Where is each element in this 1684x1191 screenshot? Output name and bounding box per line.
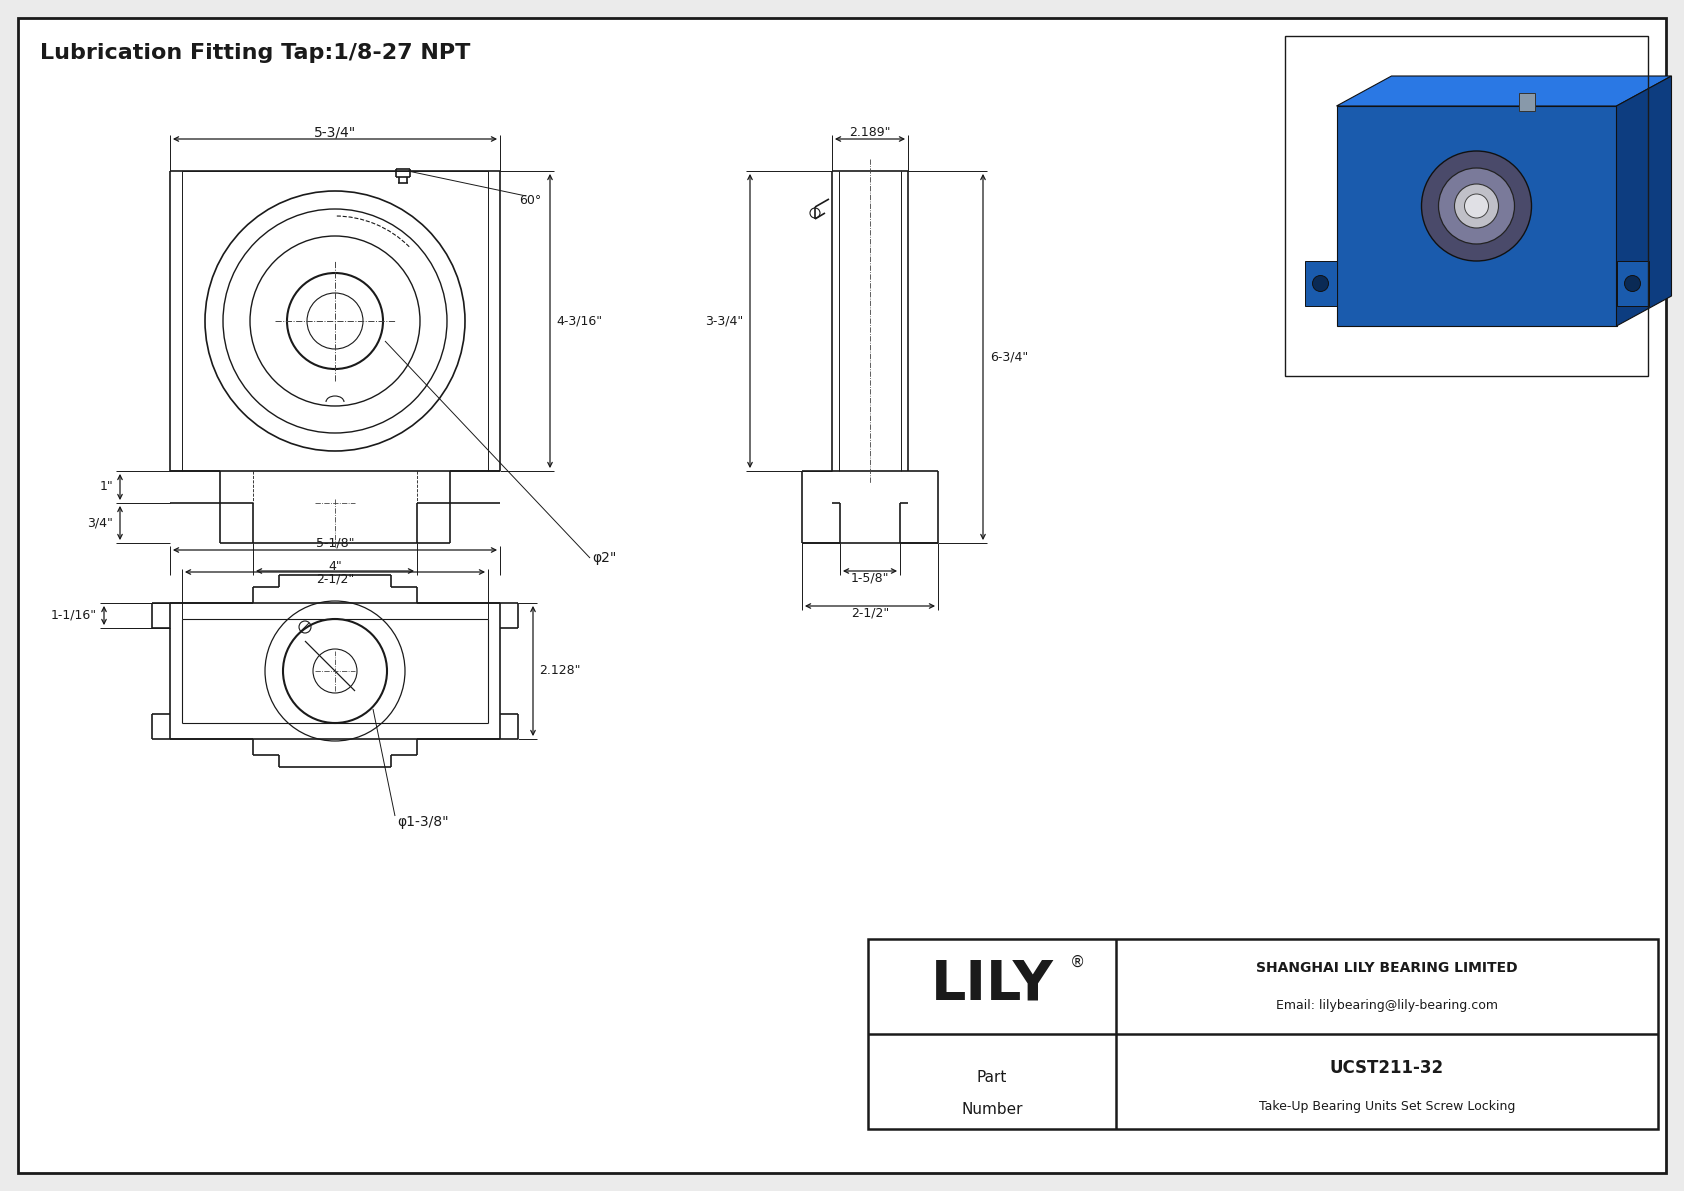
Text: 5-1/8": 5-1/8" xyxy=(317,536,354,549)
Polygon shape xyxy=(1337,76,1672,106)
Polygon shape xyxy=(1617,261,1649,306)
Text: 2.128": 2.128" xyxy=(539,665,581,678)
Text: Part: Part xyxy=(977,1071,1007,1085)
Text: φ1-3/8": φ1-3/8" xyxy=(397,815,448,829)
Polygon shape xyxy=(1617,76,1672,326)
Circle shape xyxy=(1438,168,1514,244)
Text: SHANGHAI LILY BEARING LIMITED: SHANGHAI LILY BEARING LIMITED xyxy=(1256,960,1517,974)
Circle shape xyxy=(1455,183,1499,227)
Polygon shape xyxy=(1305,261,1337,306)
Text: Lubrication Fitting Tap:1/8-27 NPT: Lubrication Fitting Tap:1/8-27 NPT xyxy=(40,43,470,63)
Text: 1-1/16": 1-1/16" xyxy=(51,609,98,622)
Bar xyxy=(1285,36,1649,376)
Circle shape xyxy=(1312,275,1329,292)
Polygon shape xyxy=(1337,106,1617,326)
Text: 2-1/2": 2-1/2" xyxy=(850,606,889,619)
Text: 2-1/2": 2-1/2" xyxy=(317,573,354,586)
Text: 2.189": 2.189" xyxy=(849,125,891,138)
Bar xyxy=(867,939,1659,1129)
Text: Email: lilybearing@lily-bearing.com: Email: lilybearing@lily-bearing.com xyxy=(1276,999,1499,1012)
Circle shape xyxy=(1421,151,1531,261)
Text: 3-3/4": 3-3/4" xyxy=(704,314,743,328)
Text: 4-3/16": 4-3/16" xyxy=(556,314,603,328)
Text: 4": 4" xyxy=(328,560,342,573)
Text: ®: ® xyxy=(1071,955,1086,969)
Text: φ2": φ2" xyxy=(593,551,616,565)
Bar xyxy=(1285,36,1649,376)
Text: 1-5/8": 1-5/8" xyxy=(850,572,889,585)
Text: 60°: 60° xyxy=(519,194,541,207)
Text: Take-Up Bearing Units Set Screw Locking: Take-Up Bearing Units Set Screw Locking xyxy=(1260,1099,1516,1112)
Text: 3/4": 3/4" xyxy=(88,517,113,530)
Text: 5-3/4": 5-3/4" xyxy=(313,125,355,139)
Text: 6-3/4": 6-3/4" xyxy=(990,350,1029,363)
Text: UCST211-32: UCST211-32 xyxy=(1330,1059,1445,1077)
Text: Number: Number xyxy=(962,1103,1022,1117)
Bar xyxy=(1519,93,1534,111)
Text: 1": 1" xyxy=(99,480,113,493)
Circle shape xyxy=(1625,275,1640,292)
Circle shape xyxy=(1465,194,1489,218)
Text: LILY: LILY xyxy=(931,958,1054,1011)
